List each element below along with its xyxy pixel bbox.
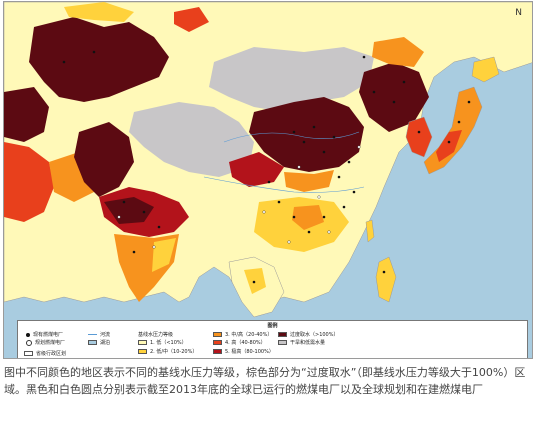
arid-tarim bbox=[162, 114, 219, 144]
north-arrow-icon: N bbox=[515, 8, 522, 18]
legend-label: 基线水压力等级 bbox=[138, 332, 174, 338]
mid-south-china bbox=[292, 205, 324, 230]
land-hokkaido bbox=[471, 56, 500, 83]
legend-stress-header: 基线水压力等级 bbox=[138, 331, 173, 338]
legend-level-3: 3. 中/高（20-40%） bbox=[213, 331, 272, 338]
legend-level-1: 1. 低（<10%） bbox=[138, 339, 187, 346]
legend-label: 3. 中/高（20-40%） bbox=[225, 332, 273, 338]
legend-label: 现有燃煤电厂 bbox=[33, 332, 64, 338]
level-swatch bbox=[278, 340, 287, 345]
planned-plant-dots bbox=[117, 145, 361, 249]
legend-arid: 干旱和低需水量 bbox=[278, 339, 325, 346]
high-japan bbox=[436, 130, 462, 162]
high-north-china bbox=[229, 152, 284, 187]
border-swatch bbox=[24, 351, 33, 356]
land-philippines bbox=[375, 256, 397, 303]
level-swatch bbox=[213, 340, 222, 345]
mid-northeast-china bbox=[372, 37, 424, 67]
legend-label: 过度取水（>100%） bbox=[290, 332, 339, 338]
legend-label: 4. 高（40-80%） bbox=[225, 340, 266, 346]
level-swatch bbox=[278, 332, 287, 337]
high-middle-east bbox=[4, 142, 54, 222]
legend-level-4: 4. 高（40-80%） bbox=[213, 339, 266, 346]
river-yangtze bbox=[203, 176, 365, 193]
lake-swatch bbox=[88, 340, 97, 345]
legend-existing-plants: 现有燃煤电厂 bbox=[24, 331, 63, 338]
legend-label: 湖泊 bbox=[100, 340, 111, 346]
water-stress-map: N 图例 现有燃煤电厂 规划燃煤电厂 省级行政区划 河流 湖泊 基线水压力等级 bbox=[3, 1, 533, 359]
legend-label: 干旱和低需水量 bbox=[290, 340, 326, 346]
existing-plant-icon bbox=[26, 332, 30, 337]
legend-label: 省级行政区划 bbox=[36, 351, 67, 357]
high-russia-patch bbox=[174, 7, 209, 32]
legend-lakes: 湖泊 bbox=[88, 339, 110, 346]
high-korea bbox=[405, 116, 433, 158]
overdraw-north-china bbox=[249, 97, 364, 172]
legend-label: 规划燃煤电厂 bbox=[35, 340, 66, 346]
mid-central-china bbox=[284, 170, 334, 192]
compass-label: N bbox=[515, 8, 522, 18]
level-swatch bbox=[138, 340, 147, 345]
land-taiwan bbox=[365, 219, 375, 243]
lowmid-india bbox=[152, 238, 176, 272]
level-swatch bbox=[138, 349, 147, 354]
lowmid-russia-strip bbox=[64, 2, 134, 22]
legend-label: 5. 极高（80-100%） bbox=[225, 349, 274, 355]
mid-indochina bbox=[244, 268, 266, 294]
arid-mongolia bbox=[209, 47, 374, 112]
legend-border: 省级行政区划 bbox=[24, 350, 66, 357]
map-canvas bbox=[4, 2, 532, 358]
level-swatch bbox=[213, 332, 222, 337]
overdraw-pakistan bbox=[74, 122, 134, 197]
overdraw-central-asia bbox=[29, 17, 169, 102]
legend-level-2: 2. 低/中（10-20%） bbox=[138, 348, 197, 355]
river-swatch bbox=[88, 334, 97, 335]
overdraw-india bbox=[104, 197, 154, 224]
overdraw-caspian bbox=[4, 87, 49, 142]
overdraw-northeast-china bbox=[359, 62, 429, 132]
planned-plant-icon bbox=[26, 339, 32, 346]
legend-title: 图例 bbox=[267, 323, 278, 329]
map-caption: 图中不同颜色的地区表示不同的基线水压力等级，棕色部分为“过度取水”（即基线水压力… bbox=[4, 366, 526, 396]
river-yellow bbox=[223, 131, 360, 143]
legend-label: 1. 低（<10%） bbox=[150, 340, 187, 346]
level-swatch bbox=[213, 349, 222, 354]
legend-overdraw: 过度取水（>100%） bbox=[278, 331, 339, 338]
coal-plant-dots bbox=[62, 50, 471, 284]
legend-level-5: 5. 极高（80-100%） bbox=[213, 348, 274, 355]
legend-label: 2. 低/中（10-20%） bbox=[150, 349, 198, 355]
legend-rivers: 河流 bbox=[88, 331, 110, 338]
legend-planned-plants: 规划燃煤电厂 bbox=[24, 339, 65, 346]
legend-label: 河流 bbox=[100, 332, 111, 338]
map-legend: 图例 现有燃煤电厂 规划燃煤电厂 省级行政区划 河流 湖泊 基线水压力等级 1.… bbox=[17, 320, 528, 358]
